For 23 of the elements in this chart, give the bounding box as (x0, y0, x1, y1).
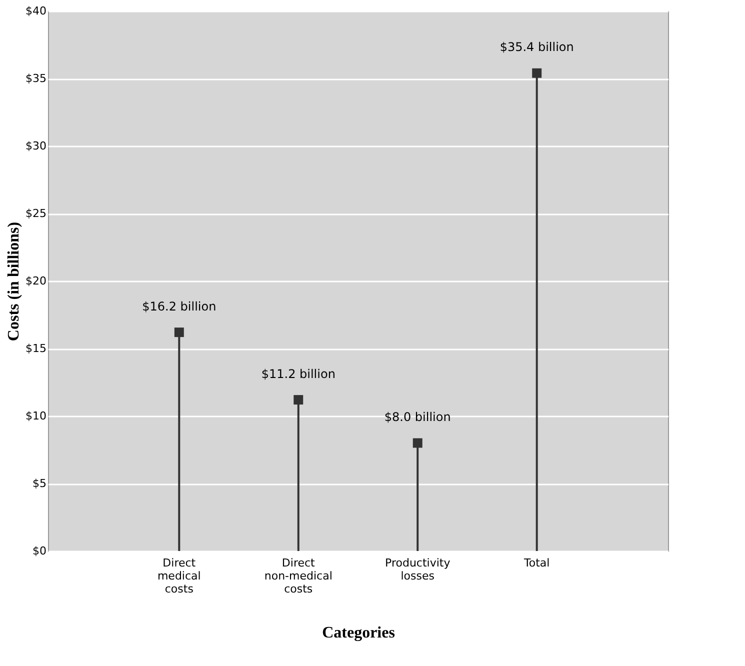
data-label: $11.2 billion (261, 366, 336, 381)
x-tick-label: Direct medical costs (157, 556, 201, 596)
data-label: $35.4 billion (500, 40, 574, 54)
y-tick-label: $20 (26, 274, 46, 288)
point (174, 328, 184, 338)
y-tick-label: $30 (26, 140, 46, 152)
y-tick-label: $5 (32, 477, 46, 490)
y-tick-label: $10 (26, 410, 46, 422)
data-label: $16.2 billion (142, 299, 216, 314)
y-tick-label: $0 (32, 544, 46, 558)
x-tick-label: Productivity losses (385, 556, 451, 582)
point (532, 68, 542, 78)
y-tick-label: $25 (26, 207, 46, 220)
y-tick-label: $15 (26, 342, 46, 355)
point (294, 395, 304, 405)
x-tick-label: Total (522, 556, 550, 570)
point (412, 438, 422, 448)
y-tick-label: $40 (26, 4, 46, 18)
data-label: $8.0 billion (384, 410, 451, 424)
y-axis-title: Costs (in billions) (6, 222, 23, 342)
y-tick-label: $35 (26, 72, 46, 85)
x-tick-label: Direct non-medical costs (264, 556, 332, 596)
x-axis-title: Categories (322, 624, 395, 642)
